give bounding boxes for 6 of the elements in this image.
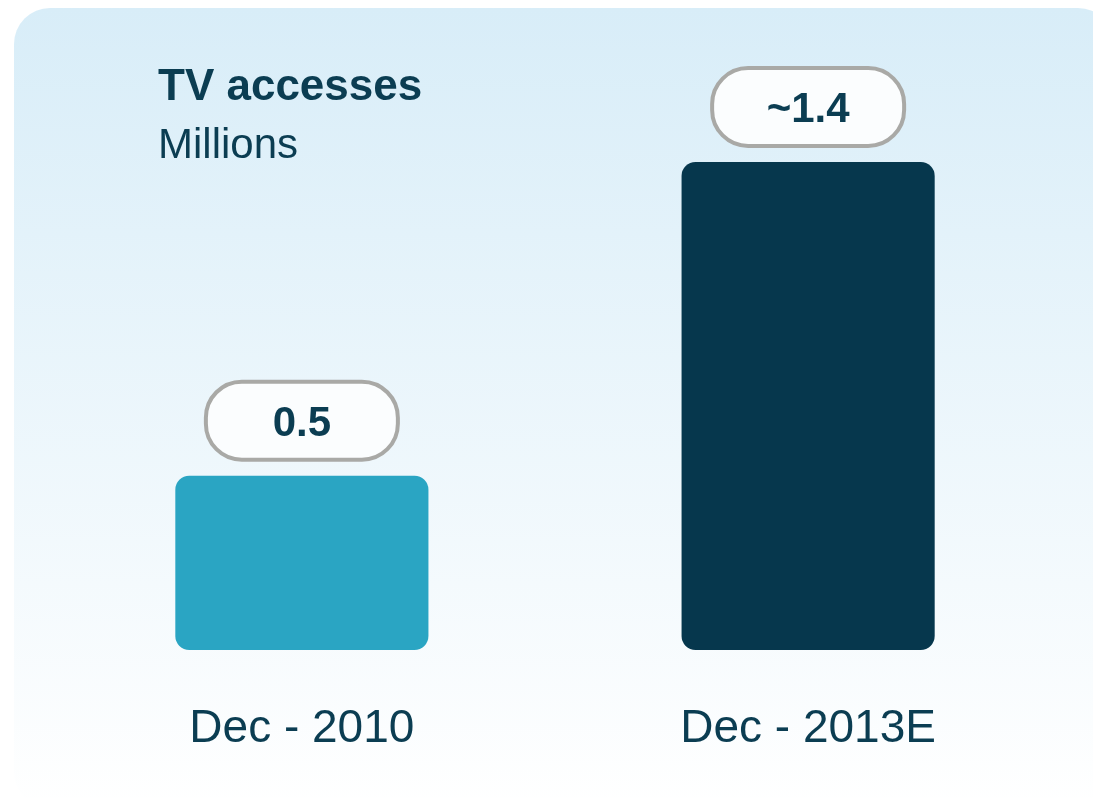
chart-subtitle: Millions bbox=[158, 120, 299, 167]
x-tick-label: Dec - 2010 bbox=[189, 700, 415, 752]
x-tick-label: Dec - 2013E bbox=[680, 700, 936, 752]
data-label: 0.5 bbox=[272, 397, 332, 445]
chart-title: TV accesses bbox=[158, 60, 423, 109]
data-label: ~1.4 bbox=[766, 84, 851, 131]
